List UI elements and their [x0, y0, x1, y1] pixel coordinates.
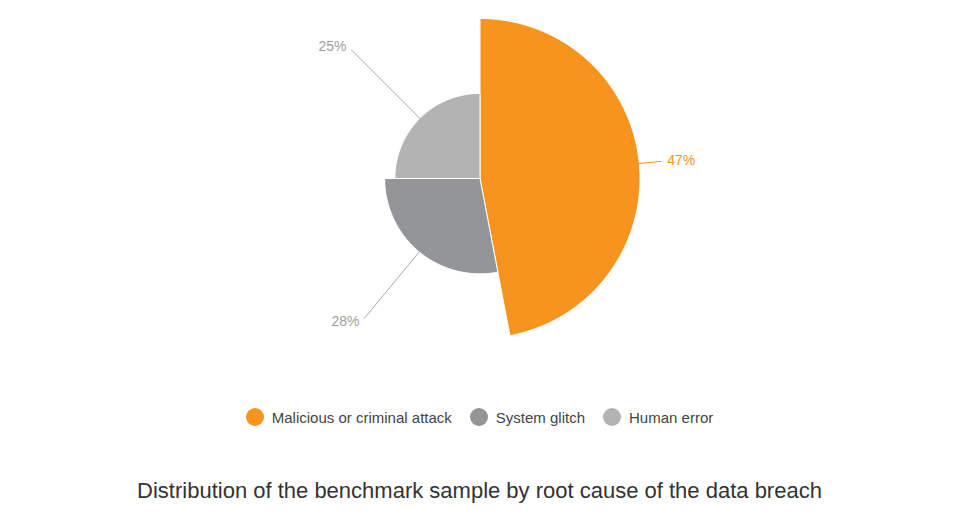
svg-text:47%: 47%: [667, 152, 695, 168]
svg-text:25%: 25%: [318, 38, 346, 54]
html-text:Malicious or criminal attack: Malicious or criminal attack: [271, 408, 452, 426]
svg-text:28%: 28%: [331, 313, 359, 329]
html-text:Human error: Human error: [629, 408, 714, 426]
html-text:Distribution of the benchmark: Distribution of the benchmark sample by …: [137, 478, 822, 503]
html-text:System glitch: System glitch: [495, 408, 585, 426]
